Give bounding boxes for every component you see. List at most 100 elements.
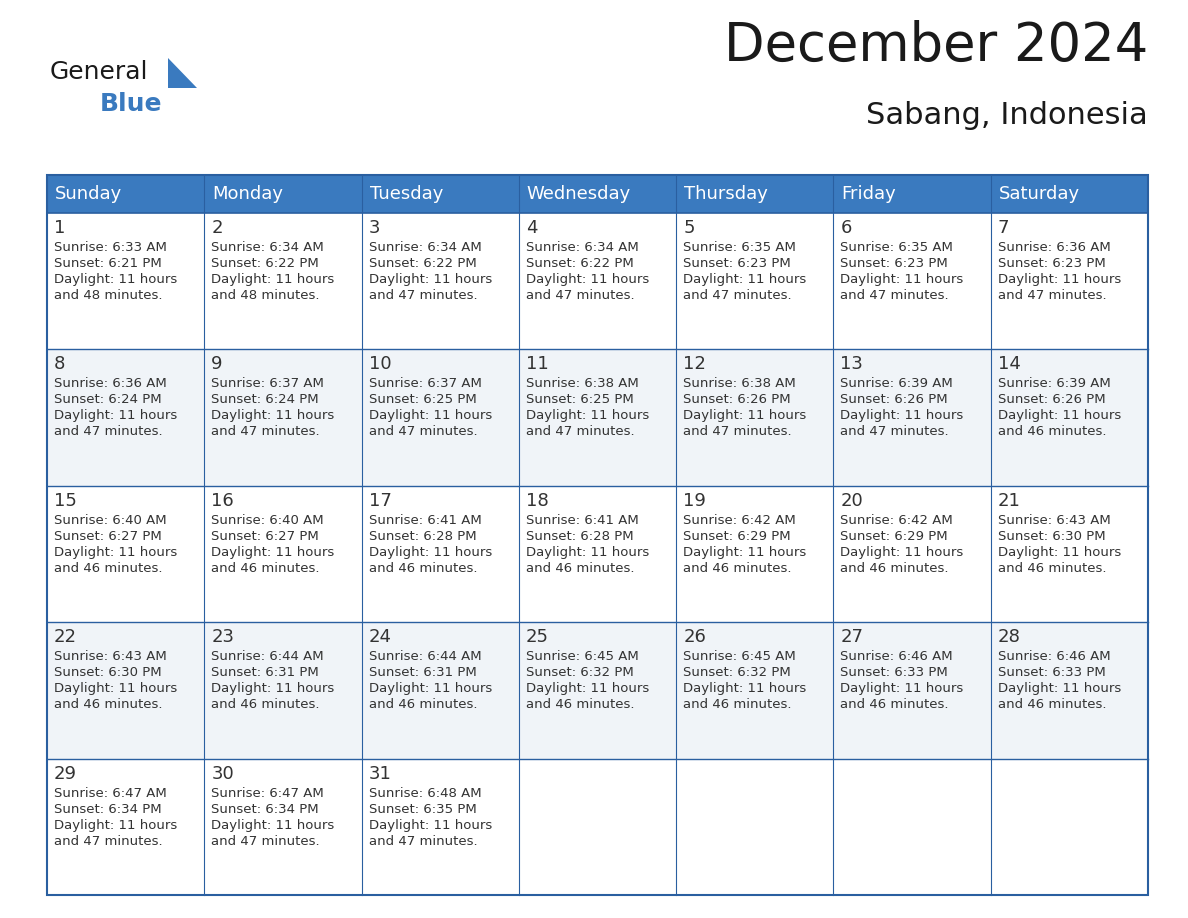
- Text: Sunset: 6:25 PM: Sunset: 6:25 PM: [526, 394, 633, 407]
- Text: Sunrise: 6:46 AM: Sunrise: 6:46 AM: [998, 650, 1111, 663]
- Text: Sunrise: 6:34 AM: Sunrise: 6:34 AM: [211, 241, 324, 254]
- Bar: [991, 350, 1148, 486]
- Text: Saturday: Saturday: [999, 185, 1080, 203]
- Text: and 46 minutes.: and 46 minutes.: [368, 699, 478, 711]
- Bar: [834, 350, 991, 486]
- Text: Daylight: 11 hours: Daylight: 11 hours: [840, 409, 963, 422]
- Text: Sunset: 6:31 PM: Sunset: 6:31 PM: [368, 666, 476, 679]
- Bar: [834, 486, 991, 622]
- Text: Sunset: 6:26 PM: Sunset: 6:26 PM: [840, 394, 948, 407]
- Text: Sunset: 6:27 PM: Sunset: 6:27 PM: [53, 530, 162, 543]
- Bar: [204, 758, 361, 895]
- Bar: [48, 350, 204, 486]
- Text: and 47 minutes.: and 47 minutes.: [53, 834, 163, 847]
- Text: General: General: [50, 60, 148, 84]
- Text: Sunset: 6:29 PM: Sunset: 6:29 PM: [840, 530, 948, 543]
- Bar: [204, 175, 361, 213]
- Bar: [204, 486, 361, 622]
- Text: Sunset: 6:30 PM: Sunset: 6:30 PM: [53, 666, 162, 679]
- Text: 29: 29: [53, 765, 77, 783]
- Text: Sunset: 6:28 PM: Sunset: 6:28 PM: [368, 530, 476, 543]
- Text: 15: 15: [53, 492, 77, 509]
- Text: Sunset: 6:31 PM: Sunset: 6:31 PM: [211, 666, 320, 679]
- Text: Daylight: 11 hours: Daylight: 11 hours: [998, 409, 1121, 422]
- Text: 9: 9: [211, 355, 223, 374]
- Text: Sunset: 6:23 PM: Sunset: 6:23 PM: [998, 257, 1106, 270]
- Text: and 47 minutes.: and 47 minutes.: [683, 425, 791, 439]
- Text: 10: 10: [368, 355, 391, 374]
- Text: 17: 17: [368, 492, 392, 509]
- Text: Sunrise: 6:41 AM: Sunrise: 6:41 AM: [368, 514, 481, 527]
- Bar: [361, 486, 519, 622]
- Text: Daylight: 11 hours: Daylight: 11 hours: [368, 273, 492, 286]
- Text: 1: 1: [53, 219, 65, 237]
- Text: Daylight: 11 hours: Daylight: 11 hours: [368, 546, 492, 559]
- Text: Sunrise: 6:44 AM: Sunrise: 6:44 AM: [211, 650, 324, 663]
- Text: Sunset: 6:33 PM: Sunset: 6:33 PM: [998, 666, 1106, 679]
- Text: and 46 minutes.: and 46 minutes.: [683, 562, 791, 575]
- Bar: [834, 758, 991, 895]
- Bar: [361, 350, 519, 486]
- Bar: [204, 350, 361, 486]
- Text: 24: 24: [368, 628, 392, 646]
- Text: 3: 3: [368, 219, 380, 237]
- Bar: [48, 486, 204, 622]
- Text: and 47 minutes.: and 47 minutes.: [368, 289, 478, 302]
- Text: and 46 minutes.: and 46 minutes.: [53, 562, 163, 575]
- Text: Daylight: 11 hours: Daylight: 11 hours: [526, 682, 649, 695]
- Bar: [991, 175, 1148, 213]
- Text: Sunrise: 6:43 AM: Sunrise: 6:43 AM: [998, 514, 1111, 527]
- Text: Sunrise: 6:40 AM: Sunrise: 6:40 AM: [211, 514, 324, 527]
- Text: Sunrise: 6:47 AM: Sunrise: 6:47 AM: [53, 787, 166, 800]
- Text: and 46 minutes.: and 46 minutes.: [211, 699, 320, 711]
- Bar: [361, 758, 519, 895]
- Text: and 47 minutes.: and 47 minutes.: [526, 289, 634, 302]
- Bar: [204, 622, 361, 758]
- Text: 27: 27: [840, 628, 864, 646]
- Text: Sunrise: 6:34 AM: Sunrise: 6:34 AM: [526, 241, 639, 254]
- Text: Sunrise: 6:40 AM: Sunrise: 6:40 AM: [53, 514, 166, 527]
- Text: Daylight: 11 hours: Daylight: 11 hours: [840, 546, 963, 559]
- Text: Sunset: 6:26 PM: Sunset: 6:26 PM: [683, 394, 791, 407]
- Bar: [991, 213, 1148, 350]
- Text: 25: 25: [526, 628, 549, 646]
- Text: Daylight: 11 hours: Daylight: 11 hours: [53, 546, 177, 559]
- Text: 30: 30: [211, 765, 234, 783]
- Bar: [361, 175, 519, 213]
- Text: Sunrise: 6:44 AM: Sunrise: 6:44 AM: [368, 650, 481, 663]
- Text: Thursday: Thursday: [684, 185, 767, 203]
- Text: Daylight: 11 hours: Daylight: 11 hours: [368, 409, 492, 422]
- Bar: [676, 622, 834, 758]
- Text: 22: 22: [53, 628, 77, 646]
- Text: 19: 19: [683, 492, 706, 509]
- Text: 11: 11: [526, 355, 549, 374]
- Text: 28: 28: [998, 628, 1020, 646]
- Text: Sunrise: 6:42 AM: Sunrise: 6:42 AM: [840, 514, 953, 527]
- Text: 8: 8: [53, 355, 65, 374]
- Text: Sunset: 6:32 PM: Sunset: 6:32 PM: [526, 666, 633, 679]
- Bar: [204, 213, 361, 350]
- Bar: [991, 622, 1148, 758]
- Text: and 47 minutes.: and 47 minutes.: [840, 425, 949, 439]
- Text: 5: 5: [683, 219, 695, 237]
- Text: and 47 minutes.: and 47 minutes.: [53, 425, 163, 439]
- Text: and 46 minutes.: and 46 minutes.: [211, 562, 320, 575]
- Text: 21: 21: [998, 492, 1020, 509]
- Bar: [991, 758, 1148, 895]
- Bar: [48, 213, 204, 350]
- Text: 7: 7: [998, 219, 1010, 237]
- Bar: [519, 758, 676, 895]
- Text: 2: 2: [211, 219, 223, 237]
- Text: Sunrise: 6:38 AM: Sunrise: 6:38 AM: [683, 377, 796, 390]
- Text: Sunrise: 6:45 AM: Sunrise: 6:45 AM: [526, 650, 639, 663]
- Text: Sunset: 6:22 PM: Sunset: 6:22 PM: [211, 257, 320, 270]
- Text: Sunrise: 6:43 AM: Sunrise: 6:43 AM: [53, 650, 166, 663]
- Bar: [48, 622, 204, 758]
- Text: 18: 18: [526, 492, 549, 509]
- Bar: [676, 213, 834, 350]
- Bar: [519, 622, 676, 758]
- Bar: [676, 758, 834, 895]
- Text: Sunrise: 6:35 AM: Sunrise: 6:35 AM: [840, 241, 953, 254]
- Text: Tuesday: Tuesday: [369, 185, 443, 203]
- Text: and 47 minutes.: and 47 minutes.: [211, 834, 320, 847]
